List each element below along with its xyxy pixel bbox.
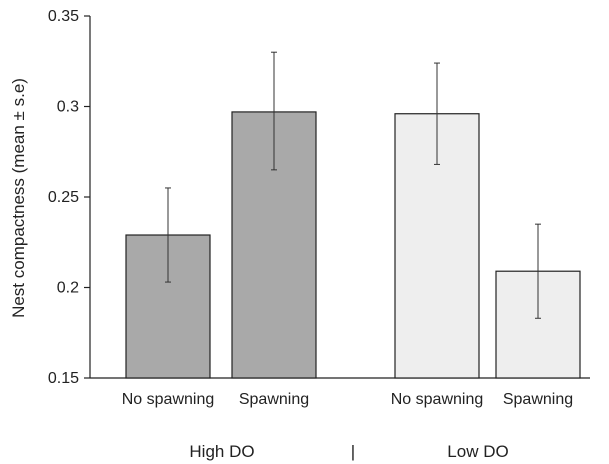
x-category-label: No spawning: [391, 391, 484, 408]
group-label: Low DO: [447, 442, 508, 461]
x-category-label: Spawning: [503, 391, 573, 408]
y-tick-label: 0.15: [48, 370, 79, 387]
x-category-label: No spawning: [122, 391, 215, 408]
y-tick-label: 0.25: [48, 189, 79, 206]
y-axis-title: Nest compactness (mean ± s.e): [9, 78, 28, 318]
y-tick-label: 0.2: [57, 280, 79, 297]
y-axis: 0.15 0.2 0.25 0.3 0.35: [48, 8, 91, 387]
y-tick-label: 0.35: [48, 8, 79, 25]
labels: No spawning Spawning No spawning Spawning Hi…: [122, 391, 573, 461]
x-category-label: Spawning: [239, 391, 309, 408]
bars: [125, 111, 581, 379]
error-bars: [165, 51, 541, 319]
y-tick-label: 0.3: [57, 99, 79, 116]
group-label: High DO: [189, 442, 254, 461]
group-separator: |: [351, 442, 355, 461]
